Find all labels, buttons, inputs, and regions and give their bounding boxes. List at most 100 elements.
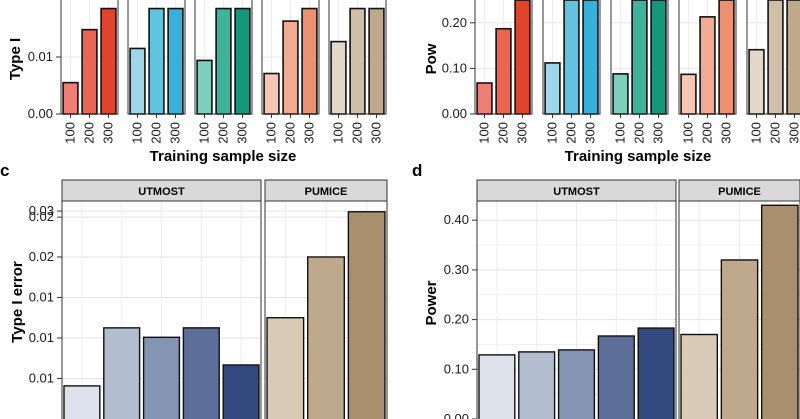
panel-a: 0.00 0.01 100 200 300 100 200 300 100 200 300 100 20… <box>7 0 387 165</box>
y-tick-label: 0.02 <box>29 249 54 264</box>
facet-1: 100 200 300 <box>60 0 119 144</box>
x-tick-label: 300 <box>515 122 530 144</box>
facet-border <box>261 0 320 115</box>
bar <box>196 59 213 115</box>
facet-border <box>264 200 388 419</box>
bar <box>495 27 512 115</box>
bar <box>544 62 561 115</box>
facet-5: 100 200 300 <box>328 0 387 144</box>
bar <box>582 0 599 115</box>
bar <box>767 0 784 115</box>
facet-border <box>194 0 253 115</box>
x-tick-label: 100 <box>681 122 696 144</box>
bar <box>182 327 220 419</box>
facet-pumice: PUMICE <box>264 179 388 419</box>
facet-1: 100 200 300 <box>474 0 533 144</box>
y-tick-label: 0.00 <box>444 411 469 419</box>
facet-pumice: PUMICE <box>678 179 800 419</box>
facet-border <box>61 200 262 419</box>
facet-strip-label: UTMOST <box>138 186 185 198</box>
facet-border <box>678 0 737 115</box>
bar <box>263 72 280 115</box>
bar <box>786 0 800 115</box>
facet-border <box>610 0 669 115</box>
bar <box>215 7 232 115</box>
bar <box>349 7 366 115</box>
bar <box>720 259 759 419</box>
bar <box>142 336 181 419</box>
facet-4: 100 200 300 <box>261 0 320 144</box>
x-tick-label: 100 <box>331 122 346 144</box>
y-tick-label: 0.02 <box>29 209 54 224</box>
facet-border <box>127 0 186 115</box>
facet-2: 100 200 300 <box>127 0 186 144</box>
bar <box>148 7 165 115</box>
bar <box>222 364 260 419</box>
y-tick-label: 0.01 <box>29 370 54 385</box>
panel-letter: d <box>412 161 422 180</box>
x-tick-label: 200 <box>350 122 365 144</box>
y-tick-label: 0.10 <box>442 60 467 75</box>
panel-d: d UTMOST PUMICE 0.00 0.10 0.20 0.30 0.40 Power <box>412 161 800 419</box>
x-tick-label: 300 <box>369 122 384 144</box>
bar <box>518 351 556 419</box>
y-tick-label: 0.00 <box>28 106 53 121</box>
y-tick-label: 0.20 <box>442 15 467 30</box>
bar <box>330 40 347 115</box>
x-tick-label: 300 <box>651 122 666 144</box>
bar <box>597 335 635 419</box>
bar <box>514 0 531 115</box>
x-tick-label: 100 <box>613 122 628 144</box>
x-tick-label: 100 <box>197 122 212 144</box>
bar <box>368 7 385 115</box>
bar <box>63 385 101 419</box>
y-tick-label: 0.10 <box>444 361 469 376</box>
bar <box>650 0 667 115</box>
facet-border <box>474 0 533 115</box>
bar <box>476 82 493 115</box>
facet-3: 100 200 300 <box>194 0 253 144</box>
panel-letter: c <box>0 161 9 180</box>
x-tick-label: 100 <box>130 122 145 144</box>
facet-border <box>476 200 677 419</box>
bar <box>718 0 735 115</box>
x-tick-label: 200 <box>632 122 647 144</box>
bar <box>129 47 146 115</box>
facet-border <box>678 200 800 419</box>
facet-border <box>60 0 119 115</box>
y-tick-label: 0.40 <box>444 212 469 227</box>
y-tick-label: 0.01 <box>29 289 54 304</box>
x-axis-title: Training sample size <box>150 148 297 165</box>
bar <box>103 327 141 419</box>
facet-strip-label: UTMOST <box>553 186 600 198</box>
x-tick-label: 200 <box>564 122 579 144</box>
bar <box>347 211 386 419</box>
bar <box>478 354 516 419</box>
y-axis-title: Type I <box>7 38 24 80</box>
y-tick-label: 0.01 <box>28 49 53 64</box>
x-tick-label: 200 <box>216 122 231 144</box>
x-tick-label: 300 <box>302 122 317 144</box>
x-tick-label: 300 <box>101 122 116 144</box>
x-tick-label: 100 <box>545 122 560 144</box>
y-axis-title: Power <box>423 280 440 325</box>
x-axis-title: Training sample size <box>565 148 712 165</box>
x-tick-label: 300 <box>719 122 734 144</box>
bar <box>612 73 629 115</box>
facet-border <box>746 0 800 115</box>
facet-utmost: UTMOST <box>476 179 677 419</box>
bar <box>557 349 596 419</box>
facet-4: 100 200 300 <box>678 0 737 144</box>
facet-utmost: UTMOST <box>61 179 262 419</box>
x-tick-label: 300 <box>235 122 250 144</box>
bar <box>266 317 305 419</box>
x-tick-label: 200 <box>700 122 715 144</box>
x-tick-label: 100 <box>477 122 492 144</box>
bar <box>282 20 299 115</box>
bar <box>100 7 117 115</box>
bar <box>167 7 184 115</box>
bar <box>699 16 716 115</box>
x-tick-label: 200 <box>496 122 511 144</box>
panel-c: cUTMOSTPUMICE0.000.010.010.010.020.020.0… <box>0 161 388 419</box>
